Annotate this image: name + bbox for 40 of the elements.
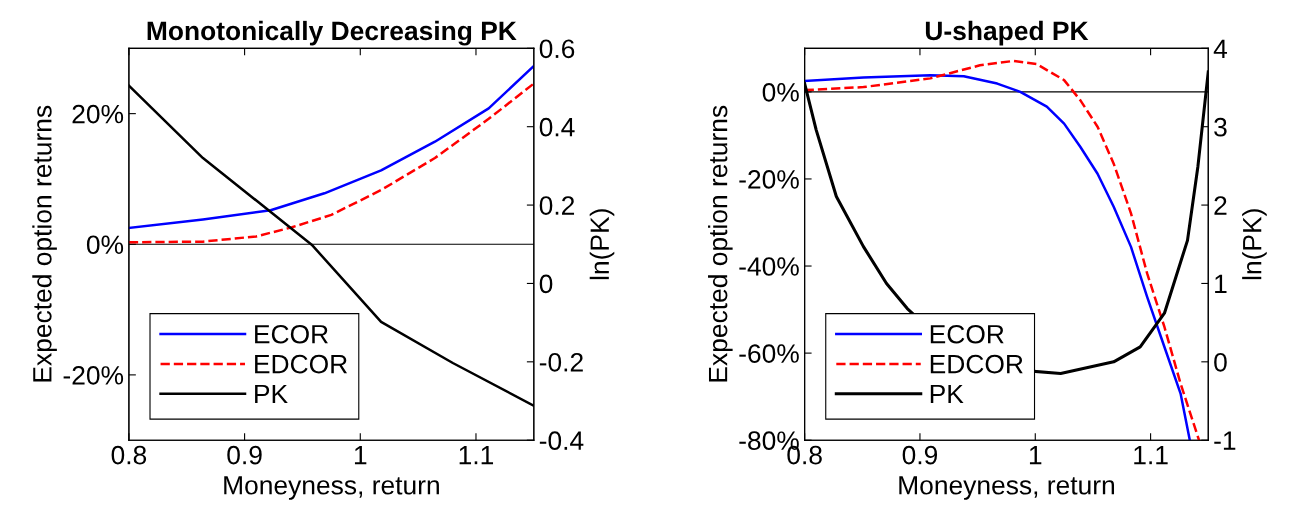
x-tick-label: 1.1	[459, 446, 494, 465]
chart-title: U-shaped PK	[925, 20, 1089, 46]
x-tick-label: 1	[354, 446, 367, 465]
y-tick-label: -60%	[739, 344, 799, 363]
legend-label: EDCOR	[930, 354, 1023, 374]
legend-label: ECOR	[930, 324, 1004, 344]
y-tick-label: 0%	[762, 83, 799, 102]
y2-tick-label: -1	[1214, 431, 1236, 450]
y2-tick-label: 0.2	[539, 196, 575, 215]
legend-label: EDCOR	[255, 354, 347, 374]
y2-tick-label: -0.4	[539, 431, 584, 451]
y-tick-label: 20%	[72, 104, 124, 124]
x-tick-label: 0.9	[227, 445, 262, 465]
x-axis-title: Moneyness, return	[224, 476, 439, 500]
legend-label: PK	[255, 384, 288, 404]
x-tick-label: 1.1	[1134, 446, 1168, 465]
y2-tick-label: 0	[1214, 352, 1227, 372]
y-tick-label: 0%	[86, 235, 124, 255]
y2-tick-label: 3	[1214, 117, 1227, 137]
x-axis-title: Moneyness, return	[899, 476, 1115, 500]
legend-label: ECOR	[255, 324, 328, 344]
y2-axis-title: ln(PK)	[1242, 209, 1267, 280]
x-tick-label: 0.9	[902, 445, 938, 465]
legend-label: PK	[930, 384, 964, 404]
y2-tick-label: -0.2	[539, 352, 583, 372]
y-axis-title: Expected option returns	[32, 105, 57, 382]
y-axis-title: Expected option returns	[708, 105, 733, 382]
y-tick-label: -20%	[739, 170, 799, 189]
x-tick-label: 0.8	[111, 445, 147, 465]
y-tick-label: -40%	[739, 257, 799, 276]
x-tick-label: 1	[1029, 446, 1042, 465]
y2-tick-label: 2	[1214, 196, 1227, 215]
y-tick-label: -20%	[63, 366, 124, 385]
chart-title: Monotonically Decreasing PK	[147, 20, 517, 46]
y2-tick-label: 1	[1215, 274, 1227, 294]
y2-tick-label: 0.4	[539, 117, 575, 137]
y2-tick-label: 4	[1213, 39, 1228, 58]
y2-tick-label: 0	[539, 274, 553, 294]
y2-axis-title: ln(PK)	[589, 209, 615, 280]
y2-tick-label: 0.6	[539, 39, 575, 59]
